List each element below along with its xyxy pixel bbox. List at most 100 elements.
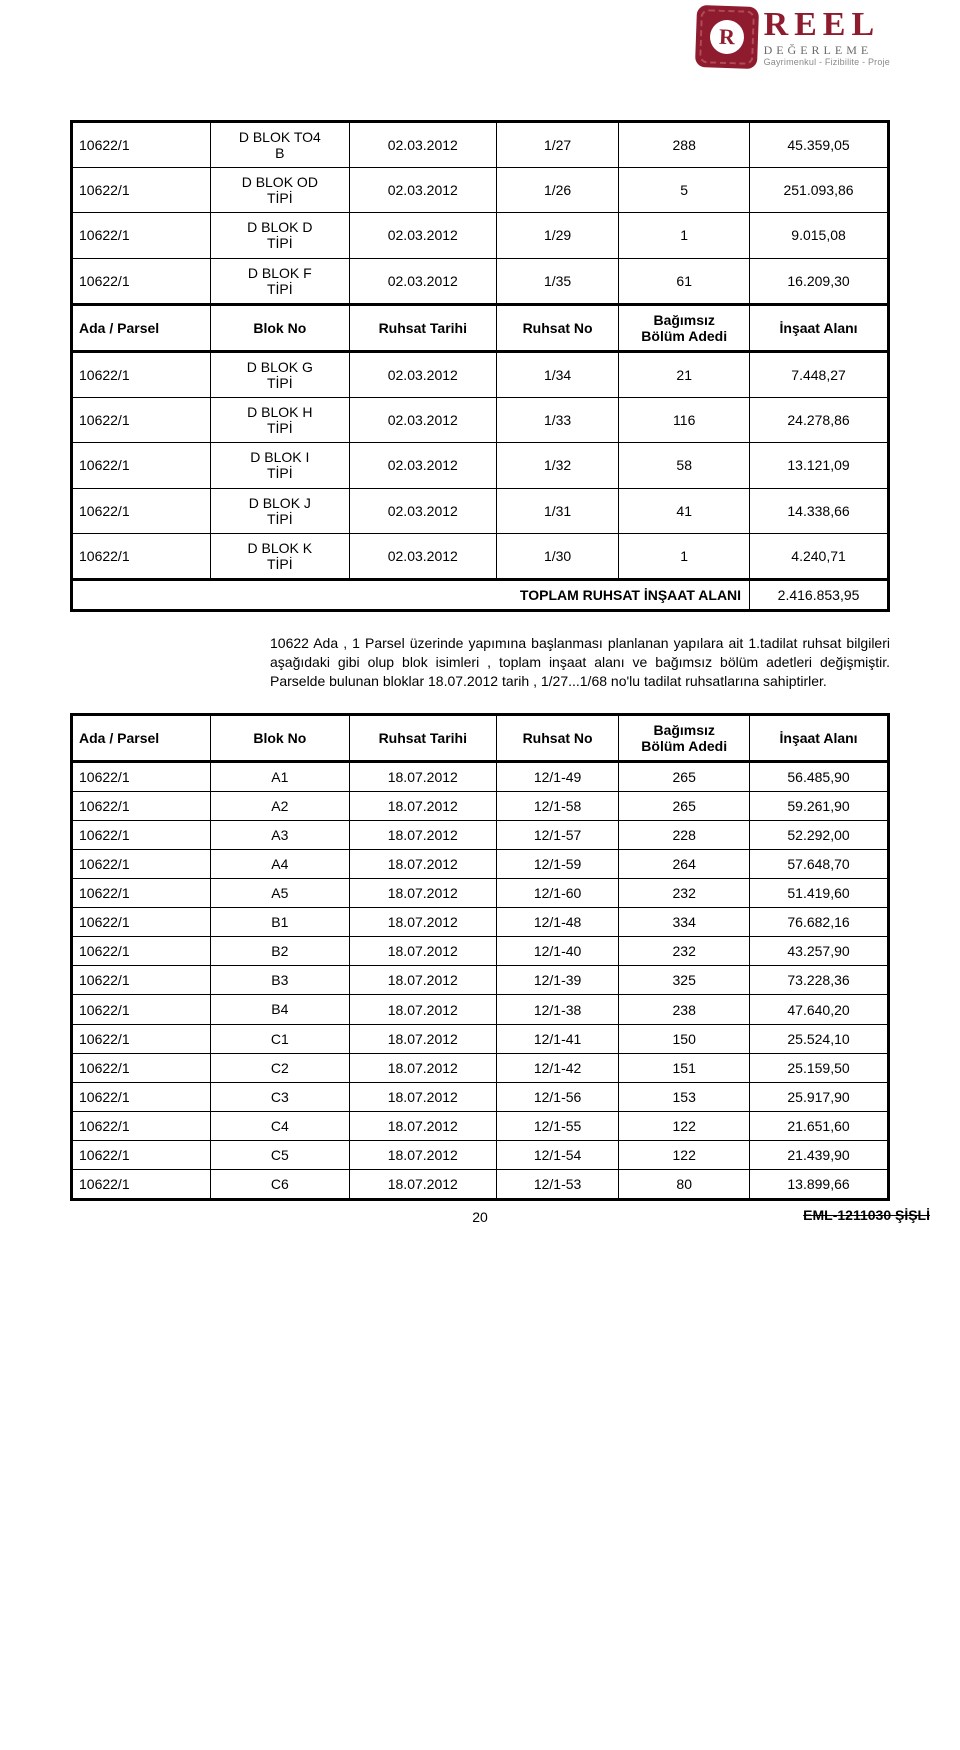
cell-insaat-alani: 25.524,10	[750, 1024, 889, 1053]
cell-ada-parsel: 10622/1	[72, 1024, 211, 1053]
cell-bagimsiz: 21	[619, 351, 750, 397]
page-number: 20	[70, 1209, 890, 1225]
cell-ruhsat-tarihi: 02.03.2012	[349, 122, 496, 168]
cell-ada-parsel: 10622/1	[72, 1140, 211, 1169]
cell-blok-no: A4	[210, 850, 349, 879]
col-bagimsiz: BağımsızBölüm Adedi	[619, 304, 750, 351]
cell-ruhsat-tarihi: 02.03.2012	[349, 398, 496, 443]
cell-ruhsat-tarihi: 18.07.2012	[349, 879, 496, 908]
cell-bagimsiz: 1	[619, 213, 750, 258]
cell-blok-no: C5	[210, 1140, 349, 1169]
table-row: 10622/1A218.07.201212/1-5826559.261,90	[72, 791, 889, 820]
table-row: 10622/1A318.07.201212/1-5722852.292,00	[72, 820, 889, 849]
cell-bagimsiz: 58	[619, 443, 750, 488]
cell-ruhsat-no: 12/1-49	[496, 761, 619, 791]
table-row: 10622/1A118.07.201212/1-4926556.485,90	[72, 761, 889, 791]
cell-ruhsat-no: 12/1-57	[496, 820, 619, 849]
cell-ruhsat-tarihi: 18.07.2012	[349, 1082, 496, 1111]
cell-insaat-alani: 59.261,90	[750, 791, 889, 820]
cell-ruhsat-no: 12/1-38	[496, 995, 619, 1024]
cell-ruhsat-tarihi: 18.07.2012	[349, 995, 496, 1024]
cell-insaat-alani: 4.240,71	[750, 533, 889, 579]
cell-ruhsat-tarihi: 18.07.2012	[349, 850, 496, 879]
cell-blok-no: D BLOK HTİPİ	[210, 398, 349, 443]
cell-ruhsat-tarihi: 18.07.2012	[349, 1053, 496, 1082]
table-row: 10622/1C118.07.201212/1-4115025.524,10	[72, 1024, 889, 1053]
cell-bagimsiz: 150	[619, 1024, 750, 1053]
cell-ruhsat-no: 12/1-54	[496, 1140, 619, 1169]
cell-bagimsiz: 232	[619, 937, 750, 966]
cell-ruhsat-tarihi: 02.03.2012	[349, 443, 496, 488]
cell-ada-parsel: 10622/1	[72, 258, 211, 304]
cell-ada-parsel: 10622/1	[72, 168, 211, 213]
cell-blok-no: D BLOK ITİPİ	[210, 443, 349, 488]
cell-ruhsat-tarihi: 02.03.2012	[349, 533, 496, 579]
total-label: TOPLAM RUHSAT İNŞAAT ALANI	[72, 579, 750, 610]
cell-blok-no: D BLOK DTİPİ	[210, 213, 349, 258]
cell-blok-no: D BLOK TO4B	[210, 122, 349, 168]
cell-blok-no: C6	[210, 1170, 349, 1200]
cell-ruhsat-tarihi: 18.07.2012	[349, 791, 496, 820]
cell-insaat-alani: 13.121,09	[750, 443, 889, 488]
table-header-row: Ada / Parsel Blok No Ruhsat Tarihi Ruhsa…	[72, 714, 889, 761]
table-row: 10622/1D BLOK FTİPİ02.03.20121/356116.20…	[72, 258, 889, 304]
cell-ada-parsel: 10622/1	[72, 879, 211, 908]
col-bagimsiz: BağımsızBölüm Adedi	[619, 714, 750, 761]
cell-ruhsat-tarihi: 18.07.2012	[349, 908, 496, 937]
table-row: 10622/1B418.07.201212/1-3823847.640,20	[72, 995, 889, 1024]
table-row: 10622/1A418.07.201212/1-5926457.648,70	[72, 850, 889, 879]
cell-ruhsat-tarihi: 18.07.2012	[349, 761, 496, 791]
description-paragraph: 10622 Ada , 1 Parsel üzerinde yapımına b…	[270, 634, 890, 691]
col-blok-no: Blok No	[210, 714, 349, 761]
permits-table-1: 10622/1D BLOK TO4B02.03.20121/2728845.35…	[70, 120, 890, 612]
table-row: 10622/1C518.07.201212/1-5412221.439,90	[72, 1140, 889, 1169]
brand-text: REEL DEĞERLEME Gayrimenkul - Fizibilite …	[764, 8, 890, 67]
cell-blok-no: B3	[210, 966, 349, 995]
cell-ruhsat-tarihi: 18.07.2012	[349, 1111, 496, 1140]
cell-blok-no: B4	[210, 995, 349, 1024]
cell-ada-parsel: 10622/1	[72, 1111, 211, 1140]
table-row: 10622/1B118.07.201212/1-4833476.682,16	[72, 908, 889, 937]
cell-insaat-alani: 21.439,90	[750, 1140, 889, 1169]
cell-ada-parsel: 10622/1	[72, 820, 211, 849]
cell-bagimsiz: 1	[619, 533, 750, 579]
cell-ruhsat-no: 1/35	[496, 258, 619, 304]
cell-insaat-alani: 13.899,66	[750, 1170, 889, 1200]
brand-logo: R REEL DEĞERLEME Gayrimenkul - Fizibilit…	[696, 6, 890, 68]
cell-ada-parsel: 10622/1	[72, 966, 211, 995]
table-row: 10622/1C218.07.201212/1-4215125.159,50	[72, 1053, 889, 1082]
cell-ruhsat-tarihi: 02.03.2012	[349, 168, 496, 213]
cell-ada-parsel: 10622/1	[72, 488, 211, 533]
cell-bagimsiz: 5	[619, 168, 750, 213]
cell-blok-no: B1	[210, 908, 349, 937]
cell-insaat-alani: 9.015,08	[750, 213, 889, 258]
cell-blok-no: D BLOK JTİPİ	[210, 488, 349, 533]
cell-ruhsat-no: 1/27	[496, 122, 619, 168]
cell-blok-no: C4	[210, 1111, 349, 1140]
col-insaat-alani: İnşaat Alanı	[750, 304, 889, 351]
cell-bagimsiz: 264	[619, 850, 750, 879]
cell-ruhsat-no: 12/1-53	[496, 1170, 619, 1200]
cell-insaat-alani: 16.209,30	[750, 258, 889, 304]
brand-tagline: Gayrimenkul - Fizibilite - Proje	[764, 58, 890, 67]
table-row: 10622/1D BLOK TO4B02.03.20121/2728845.35…	[72, 122, 889, 168]
cell-bagimsiz: 61	[619, 258, 750, 304]
col-insaat-alani: İnşaat Alanı	[750, 714, 889, 761]
brand-name: REEL	[764, 8, 890, 42]
cell-blok-no: C1	[210, 1024, 349, 1053]
cell-ruhsat-tarihi: 18.07.2012	[349, 937, 496, 966]
cell-insaat-alani: 57.648,70	[750, 850, 889, 879]
table-row: 10622/1C318.07.201212/1-5615325.917,90	[72, 1082, 889, 1111]
cell-ada-parsel: 10622/1	[72, 1053, 211, 1082]
table-row: 10622/1A518.07.201212/1-6023251.419,60	[72, 879, 889, 908]
col-blok-no: Blok No	[210, 304, 349, 351]
cell-insaat-alani: 14.338,66	[750, 488, 889, 533]
cell-ruhsat-tarihi: 02.03.2012	[349, 258, 496, 304]
total-row: TOPLAM RUHSAT İNŞAAT ALANI 2.416.853,95	[72, 579, 889, 610]
table-row: 10622/1D BLOK ITİPİ02.03.20121/325813.12…	[72, 443, 889, 488]
cell-bagimsiz: 151	[619, 1053, 750, 1082]
table-row: 10622/1B218.07.201212/1-4023243.257,90	[72, 937, 889, 966]
cell-insaat-alani: 47.640,20	[750, 995, 889, 1024]
cell-insaat-alani: 25.917,90	[750, 1082, 889, 1111]
cell-ruhsat-no: 1/29	[496, 213, 619, 258]
